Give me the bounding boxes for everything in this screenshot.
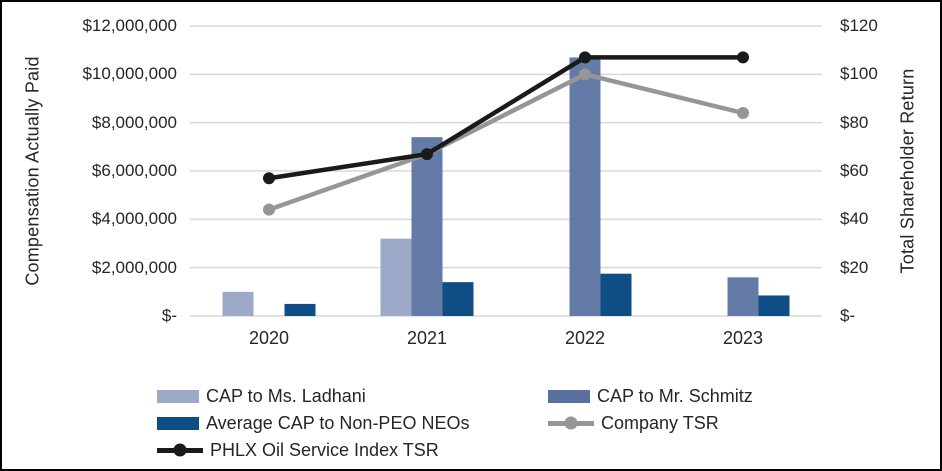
legend-marker-dot xyxy=(173,443,187,457)
left-axis-tick-label: $4,000,000 xyxy=(91,209,177,229)
right-axis-tick-label: $100 xyxy=(840,64,878,84)
phlx-oil-service-index-tsr-marker-2023 xyxy=(737,51,749,64)
legend-label-company-tsr: Company TSR xyxy=(601,412,719,433)
right-axis-tick-label: $120 xyxy=(840,16,878,35)
left-axis-tick-label: $10,000,000 xyxy=(82,64,177,84)
bar-average-cap-to-non-peo-neos-2022 xyxy=(600,273,632,316)
phlx-oil-service-index-tsr-marker-2021 xyxy=(421,148,433,161)
phlx-oil-service-index-tsr-marker-2022 xyxy=(579,51,591,64)
legend-item-avg-cap-non-peo: Average CAP to Non-PEO NEOs xyxy=(157,413,469,433)
legend-item-cap-schmitz: CAP to Mr. Schmitz xyxy=(548,386,753,406)
right-axis-tick-label: $20 xyxy=(840,257,869,277)
left-axis-tick-label: $8,000,000 xyxy=(91,112,177,132)
left-axis-tick-label: $6,000,000 xyxy=(91,161,177,180)
left-axis-tick-label: $- xyxy=(161,306,177,325)
phlx-oil-service-index-tsr-line xyxy=(266,55,746,181)
legend-item-phlx-index-tsr: PHLX Oil Service Index TSR xyxy=(157,440,439,460)
company-tsr-marker-2020 xyxy=(263,203,275,216)
company-tsr-line xyxy=(266,71,746,212)
x-axis-label: 2020 xyxy=(248,328,290,348)
legend-item-cap-ladhani: CAP to Ms. Ladhani xyxy=(157,386,366,406)
left-axis-tick-label: $12,000,000 xyxy=(82,16,177,35)
left-axis-tick-label: $2,000,000 xyxy=(91,257,177,277)
right-axis-tick-label: $- xyxy=(840,306,856,325)
legend-marker-dot xyxy=(564,416,578,430)
legend-label-phlx-index-tsr: PHLX Oil Service Index TSR xyxy=(210,439,439,460)
bar-cap-to-mr-schmitz-2022 xyxy=(569,57,601,317)
legend-item-company-tsr: Company TSR xyxy=(548,413,719,433)
x-axis-label: 2022 xyxy=(564,328,606,348)
legend-swatch-cap-schmitz xyxy=(548,389,590,403)
bar-average-cap-to-non-peo-neos-2020 xyxy=(284,303,316,316)
company-tsr-marker-2022 xyxy=(579,68,591,81)
legend-swatch-phlx-index-tsr xyxy=(157,443,203,457)
bar-average-cap-to-non-peo-neos-2023 xyxy=(758,295,790,316)
legend-label-cap-ladhani: CAP to Ms. Ladhani xyxy=(206,385,366,406)
right-axis-tick-label: $60 xyxy=(840,161,869,180)
legend-swatch-company-tsr xyxy=(548,416,594,430)
legend-label-cap-schmitz: CAP to Mr. Schmitz xyxy=(597,385,753,406)
bar-cap-to-ms-ladhani-2020 xyxy=(222,291,254,316)
bar-cap-to-mr-schmitz-2021 xyxy=(411,137,443,316)
legend-swatch-cap-ladhani xyxy=(157,389,199,403)
bar-cap-to-ms-ladhani-2021 xyxy=(380,238,412,316)
bar-average-cap-to-non-peo-neos-2021 xyxy=(442,282,474,316)
legend-label-avg-cap-non-peo: Average CAP to Non-PEO NEOs xyxy=(206,412,470,433)
right-axis-tick-label: $80 xyxy=(840,112,869,132)
x-axis-label: 2023 xyxy=(722,328,764,348)
right-axis-tick-label: $40 xyxy=(840,209,869,229)
company-tsr-marker-2023 xyxy=(737,107,749,119)
legend-swatch-avg-cap-non-peo xyxy=(157,416,199,430)
x-axis-label: 2021 xyxy=(406,328,448,348)
bar-cap-to-mr-schmitz-2023 xyxy=(727,277,759,316)
phlx-oil-service-index-tsr-marker-2020 xyxy=(263,172,275,185)
